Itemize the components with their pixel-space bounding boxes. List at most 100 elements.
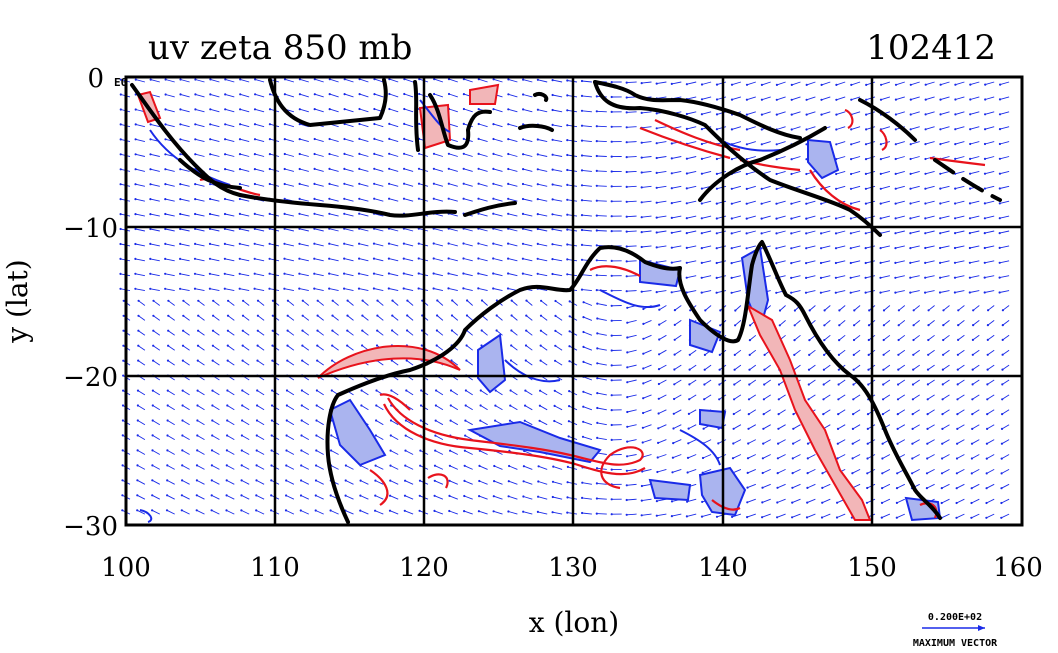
wind-vector-head [225,494,228,497]
wind-vector-head [462,93,465,96]
wind-vector-head [372,257,376,260]
wind-vector-head [939,172,942,175]
wind-vector [374,138,384,143]
wind-vector-head [595,110,598,113]
wind-vector [195,213,205,217]
wind-vector [716,230,727,234]
wind-vector-head [283,272,286,275]
wind-vector [806,81,816,86]
wind-vector-head [373,182,376,185]
wind-vector-head [300,404,303,407]
wind-vector-head [300,479,303,482]
wind-vector [971,424,980,430]
wind-vector-head [179,212,182,216]
wind-vector-head [436,314,439,317]
wind-vector [376,405,384,411]
wind-vector [746,96,756,101]
wind-vector-head [925,487,929,490]
wind-vector [389,108,399,113]
wind-vector-head [151,509,154,512]
wind-vector-head [954,172,957,175]
wind-vector-head [983,291,986,294]
wind-vector-head [285,464,288,467]
wind-vector [581,95,592,98]
wind-vector [658,349,667,355]
wind-vector-head [655,201,658,204]
wind-vector-head [1001,309,1005,312]
wind-vector [552,496,563,500]
negative-vorticity-area [699,408,727,430]
wind-vector [284,138,295,143]
wind-vector [850,156,861,160]
wind-vector-head [522,465,526,468]
wind-vector-head [823,353,826,356]
wind-vector-head [536,242,539,245]
wind-vector-head [642,411,645,415]
wind-vector-head [137,344,140,347]
wind-vector [373,228,384,232]
wind-vector-head [566,258,569,261]
wind-vector [686,185,697,189]
wind-vector [526,315,533,321]
wind-vector-head [657,412,660,415]
wind-vector [895,245,905,249]
wind-vector-head [954,187,957,190]
wind-vector-head [211,389,214,392]
wind-vector-head [1000,472,1003,475]
wind-vector-head [703,398,706,401]
wind-vector-head [507,272,510,275]
wind-vector-head [376,299,379,302]
wind-vector-head [360,404,363,407]
wind-vector-head [849,187,853,190]
wind-vector-head [419,449,422,452]
wind-vector [345,480,354,485]
wind-vector-head [866,486,869,490]
wind-vector [362,300,369,306]
wind-vector [478,183,488,187]
wind-vector [851,111,861,116]
wind-vector [835,245,846,249]
wind-vector [984,230,995,234]
wind-vector [314,108,324,113]
wind-vector-head [477,510,480,513]
wind-vector-head [849,247,852,250]
wind-vector [433,228,444,232]
wind-vector-head [894,172,897,175]
wind-vector [299,93,309,98]
wind-vector [671,290,682,293]
wind-vector-head [626,306,629,309]
wind-vector [211,494,220,500]
wind-vector-head [403,78,406,81]
wind-vector-head [389,434,392,437]
positive-vorticity-area [469,83,500,105]
wind-vector [1002,364,1010,370]
wind-vector-head [539,389,542,392]
wind-vector-head [270,509,273,512]
wind-vector-head [435,389,438,392]
wind-vector-head [730,232,733,235]
wind-vector [403,258,414,262]
wind-vector-head [122,389,125,392]
wind-vector-head [134,123,137,126]
wind-vector [211,465,220,470]
wind-vector [537,213,548,217]
wind-vector-head [700,83,704,86]
wind-vector-head [747,398,751,401]
wind-vector [853,394,861,400]
wind-vector-head [240,449,243,452]
wind-vector [523,511,533,515]
wind-vector [731,170,742,175]
wind-vector-head [761,516,764,519]
wind-vector [776,81,786,86]
wind-vector [403,198,414,202]
wind-vector-head [478,495,481,498]
wind-vector-head [268,108,272,111]
wind-vector [626,468,637,472]
wind-vector-head [939,143,942,146]
wind-vector-head [209,168,212,171]
wind-vector-head [894,276,897,279]
wind-vector-head [805,516,809,519]
wind-vector [434,495,444,500]
wind-vector-head [328,108,331,111]
wind-vector [1001,498,1010,504]
